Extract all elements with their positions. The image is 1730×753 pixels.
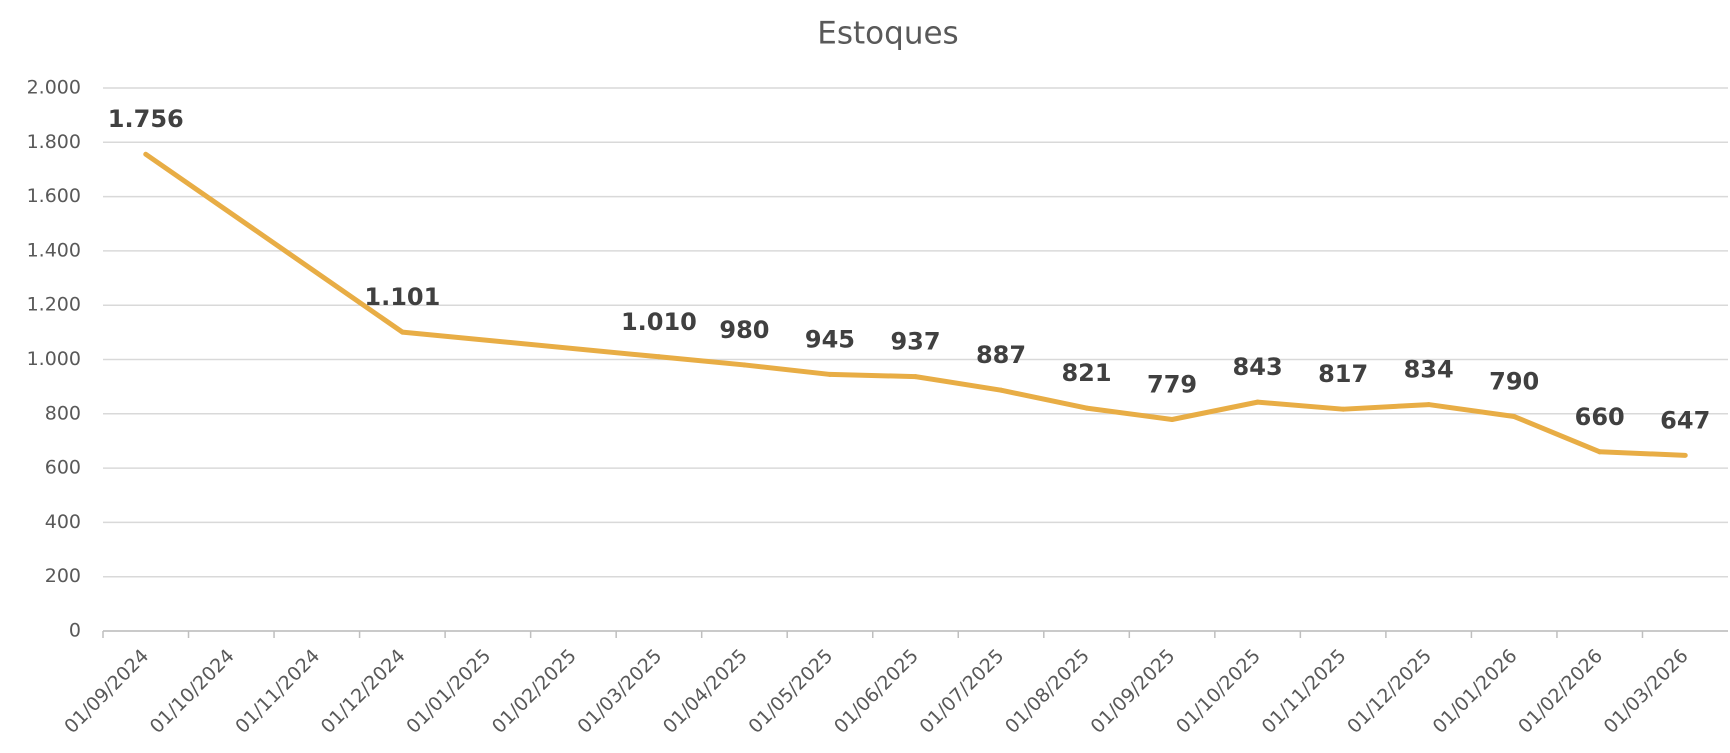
x-tick-label: 01/09/2024 <box>60 645 153 738</box>
data-label: 790 <box>1489 368 1539 396</box>
y-tick-label: 600 <box>45 457 81 479</box>
x-tick-label: 01/11/2024 <box>231 645 324 738</box>
x-tick-label: 01/06/2025 <box>830 645 923 738</box>
data-label: 980 <box>719 316 769 344</box>
x-tick-label: 01/04/2025 <box>659 645 752 738</box>
x-tick-label: 01/12/2024 <box>317 645 410 738</box>
line-segment <box>399 329 662 360</box>
x-tick-label: 01/09/2025 <box>1087 645 1180 738</box>
line-segment <box>656 354 747 368</box>
y-tick-label: 200 <box>45 565 81 587</box>
x-tick-label: 01/03/2025 <box>573 645 666 738</box>
line-segment <box>741 362 833 377</box>
data-label: 887 <box>976 341 1026 369</box>
line-segment <box>143 151 405 335</box>
line-segment <box>1084 405 1175 423</box>
y-tick-label: 0 <box>69 620 81 642</box>
line-segment <box>1255 399 1346 412</box>
x-tick-label: 01/07/2025 <box>915 645 1008 738</box>
y-tick-label: 1.000 <box>27 348 81 370</box>
y-tick-label: 1.600 <box>27 185 81 207</box>
data-label: 945 <box>805 325 855 353</box>
data-label: 834 <box>1404 356 1454 384</box>
data-label: 660 <box>1575 403 1625 431</box>
x-tick-label: 01/03/2026 <box>1600 645 1693 738</box>
x-tick-label: 01/10/2024 <box>146 645 239 738</box>
x-tick-label: 01/01/2026 <box>1429 645 1522 738</box>
line-segment <box>1340 402 1432 412</box>
x-tick-label: 01/12/2025 <box>1343 645 1436 738</box>
x-tick-label: 01/02/2025 <box>488 645 581 738</box>
y-tick-label: 1.800 <box>27 131 81 153</box>
data-label: 647 <box>1660 406 1710 434</box>
data-label: 843 <box>1233 353 1283 381</box>
y-tick-label: 1.200 <box>27 294 81 316</box>
chart-title: Estoques <box>817 16 958 52</box>
y-tick-label: 2.000 <box>27 77 81 99</box>
data-label: 937 <box>890 328 940 356</box>
data-label: 1.756 <box>108 105 184 133</box>
y-tick-label: 400 <box>45 511 81 533</box>
line-segment <box>1169 399 1261 423</box>
x-tick-label: 01/02/2026 <box>1514 645 1607 738</box>
line-segment <box>827 371 918 380</box>
data-label: 1.010 <box>621 308 697 336</box>
line-segment <box>1597 449 1688 458</box>
line-segment <box>1426 402 1517 420</box>
line-segment <box>998 387 1090 411</box>
y-tick-label: 1.400 <box>27 239 81 261</box>
x-tick-label: 01/01/2025 <box>402 645 495 738</box>
x-tick-label: 01/11/2025 <box>1258 645 1351 738</box>
data-label: 817 <box>1318 360 1368 388</box>
data-label: 821 <box>1061 359 1111 387</box>
x-tick-label: 01/08/2025 <box>1001 645 1094 738</box>
line-segment <box>1511 414 1603 455</box>
x-tick-label: 01/10/2025 <box>1172 645 1265 738</box>
data-label: 779 <box>1147 371 1197 399</box>
line-segment <box>913 374 1004 393</box>
x-tick-label: 01/05/2025 <box>744 645 837 738</box>
data-label: 1.101 <box>364 283 440 311</box>
y-tick-label: 800 <box>45 402 81 424</box>
